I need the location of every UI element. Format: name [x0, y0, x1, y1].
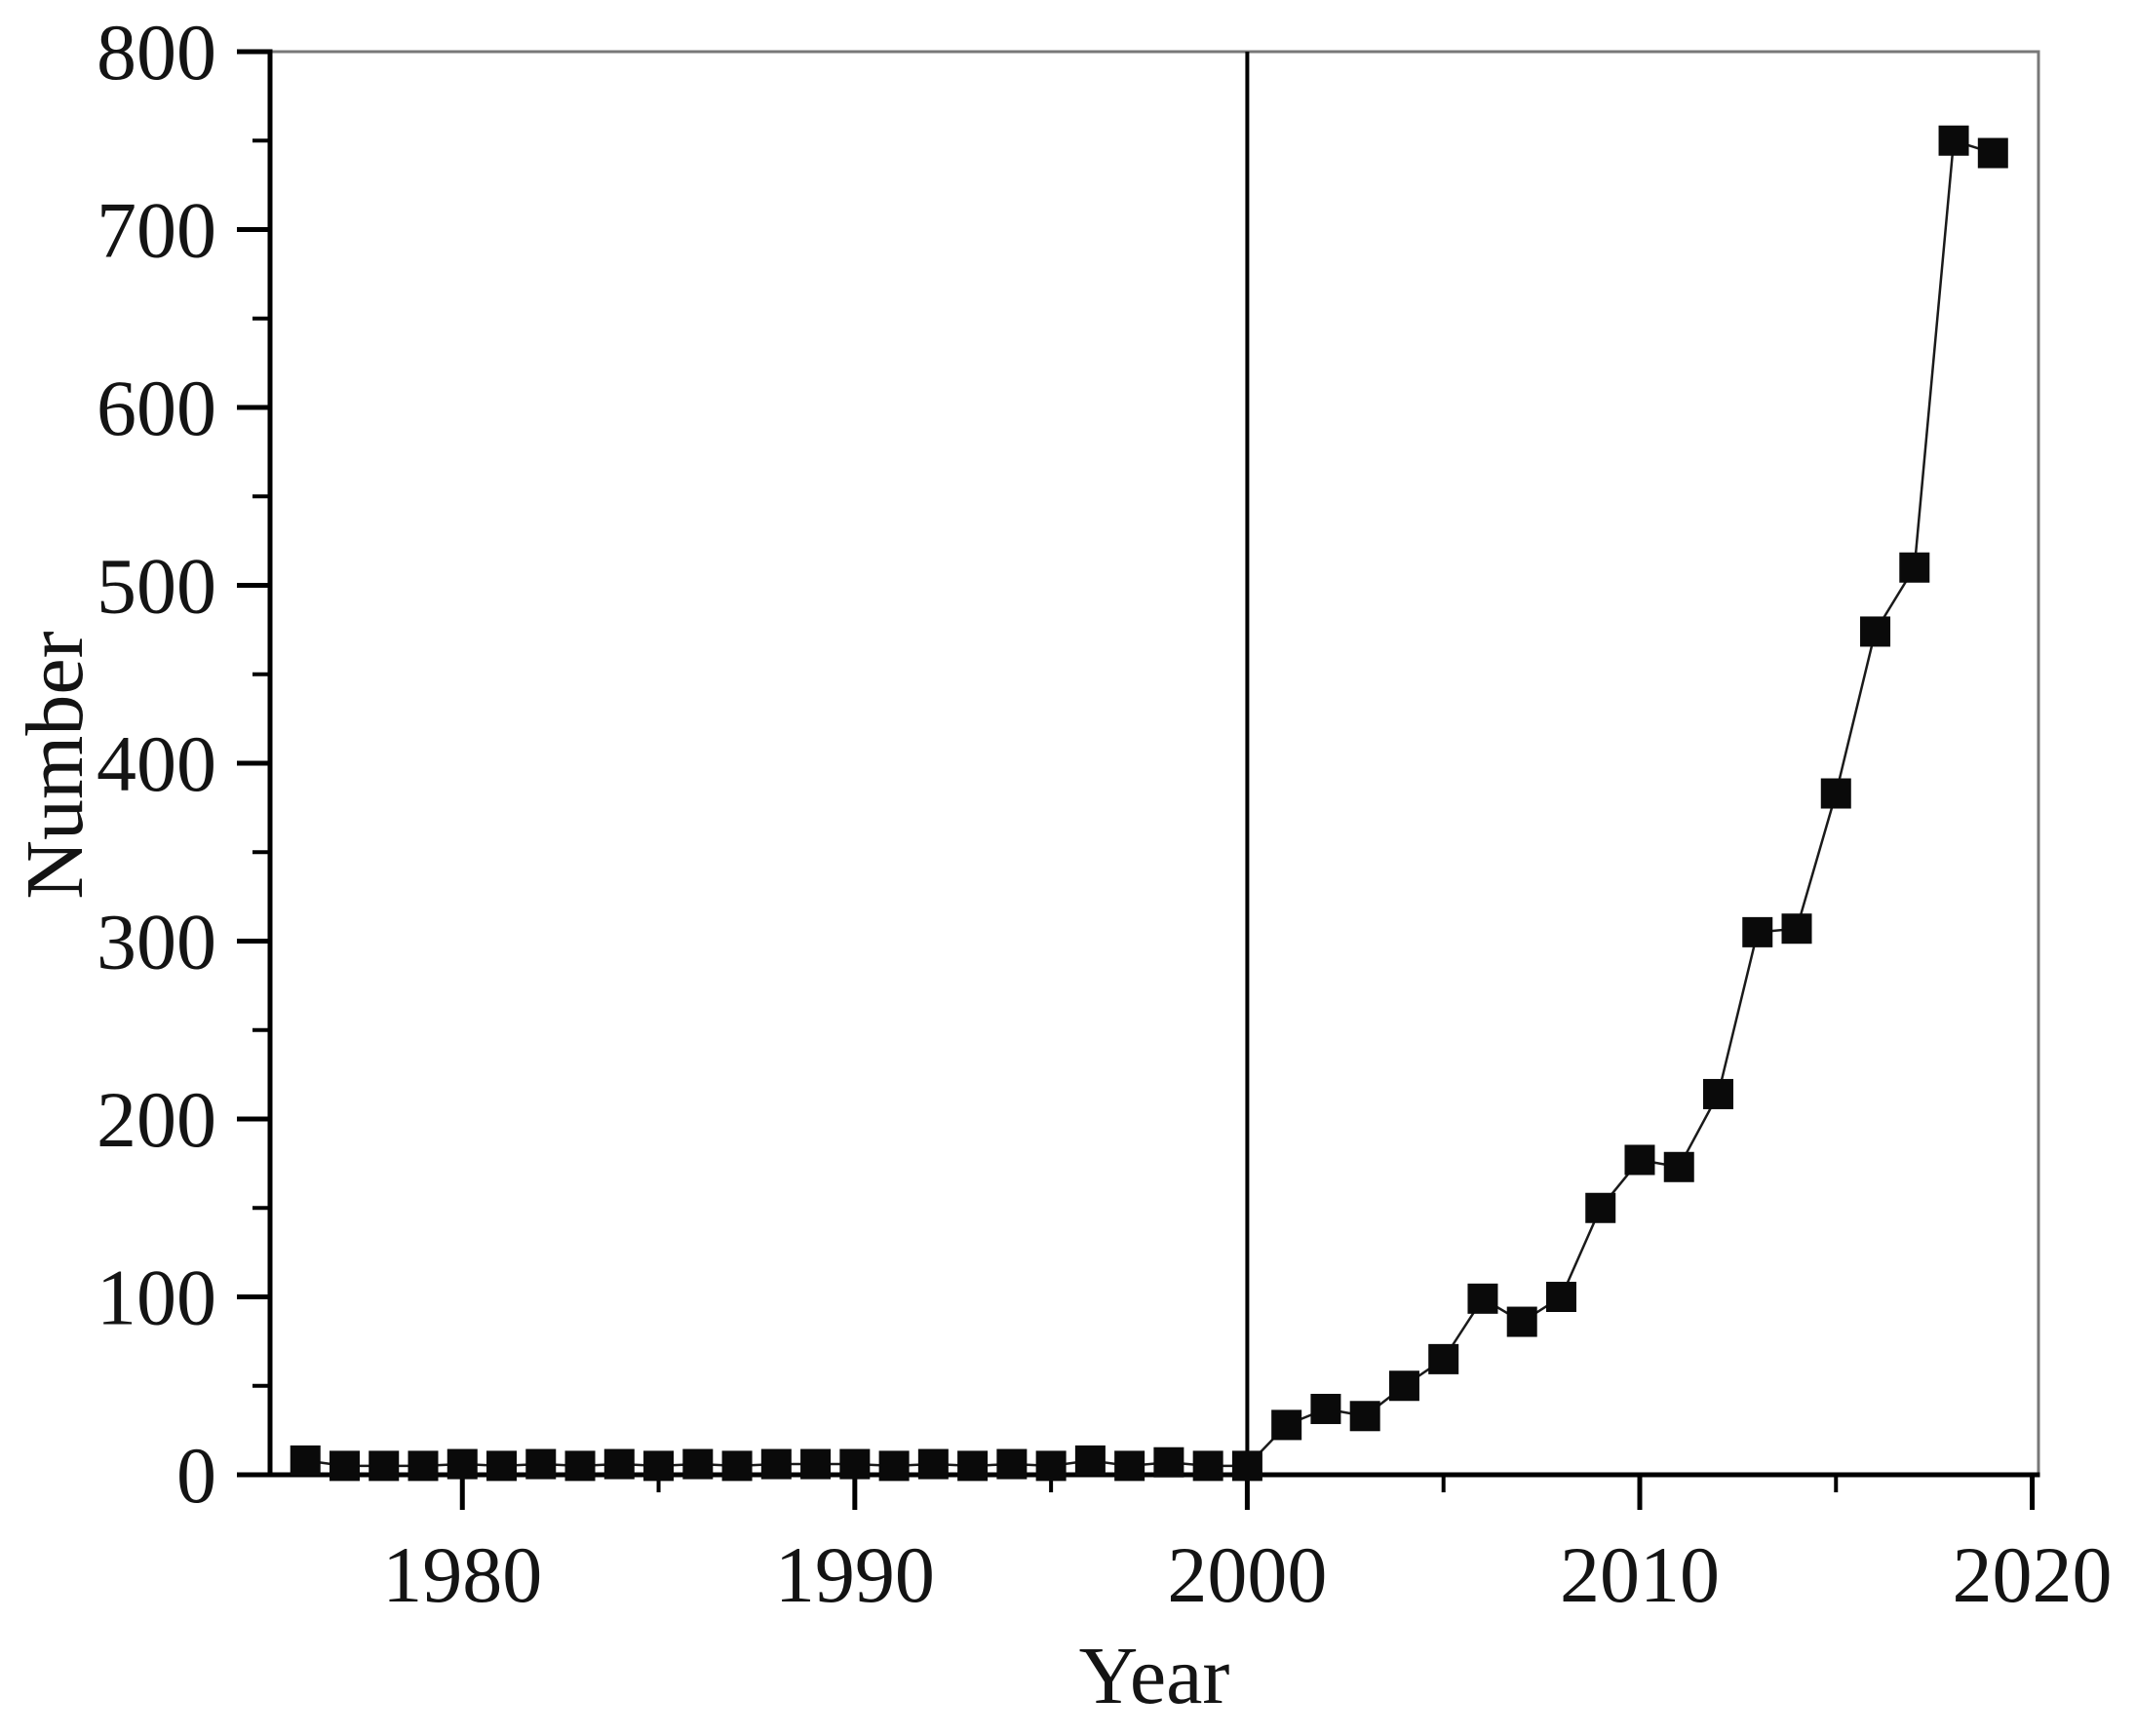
data-point-1988 — [760, 1448, 792, 1480]
data-point-1996 — [1074, 1445, 1106, 1476]
data-point-1992 — [917, 1448, 949, 1480]
y-tick-label-200: 200 — [97, 1075, 216, 1164]
x-tick-label-2010: 2010 — [1560, 1530, 1720, 1619]
data-point-2000 — [1231, 1450, 1262, 1482]
data-point-1994 — [996, 1448, 1028, 1480]
data-point-2007 — [1506, 1306, 1537, 1337]
data-point-2012 — [1702, 1078, 1733, 1109]
data-point-1983 — [564, 1450, 596, 1482]
data-point-1993 — [957, 1450, 989, 1482]
data-point-2019 — [1977, 137, 2008, 169]
data-point-1981 — [486, 1450, 518, 1482]
data-point-2018 — [1938, 125, 1969, 156]
y-axis-title: Number — [10, 631, 100, 899]
plot-frame — [267, 49, 2040, 1478]
data-point-2006 — [1467, 1283, 1498, 1314]
data-point-2013 — [1742, 916, 1773, 947]
data-point-2015 — [1820, 778, 1851, 809]
data-point-2010 — [1624, 1144, 1655, 1176]
data-point-2008 — [1545, 1282, 1576, 1312]
data-series — [290, 52, 2008, 1482]
data-point-1976 — [290, 1445, 321, 1476]
data-point-1998 — [1153, 1447, 1184, 1478]
data-point-2001 — [1271, 1409, 1302, 1441]
data-point-2017 — [1899, 552, 1930, 583]
data-point-1982 — [525, 1448, 557, 1480]
data-point-2016 — [1860, 616, 1891, 647]
data-point-1987 — [721, 1450, 753, 1482]
data-point-1991 — [878, 1450, 910, 1482]
data-point-2011 — [1663, 1151, 1694, 1182]
x-tick-label-2020: 2020 — [1953, 1530, 2113, 1619]
data-point-1990 — [839, 1448, 871, 1480]
data-point-1977 — [329, 1450, 360, 1482]
x-tick-label-1980: 1980 — [382, 1530, 542, 1619]
y-tick-label-0: 0 — [176, 1431, 216, 1520]
y-tick-label-600: 600 — [97, 364, 216, 452]
y-tick-label-500: 500 — [97, 542, 216, 631]
data-point-1989 — [800, 1448, 832, 1480]
x-tick-label-1990: 1990 — [775, 1530, 935, 1619]
data-point-1999 — [1192, 1450, 1223, 1482]
y-tick-label-700: 700 — [97, 186, 216, 275]
data-point-1997 — [1114, 1450, 1145, 1482]
data-point-2005 — [1428, 1343, 1459, 1374]
data-point-2004 — [1388, 1370, 1419, 1402]
data-point-2003 — [1349, 1401, 1380, 1432]
data-point-2002 — [1310, 1393, 1341, 1424]
data-line — [305, 138, 1994, 1468]
data-point-1979 — [408, 1450, 439, 1482]
x-axis-title: Year — [1079, 1631, 1230, 1721]
y-tick-label-100: 100 — [97, 1254, 216, 1342]
data-point-1995 — [1035, 1450, 1067, 1482]
data-point-1986 — [682, 1448, 714, 1480]
data-point-1978 — [369, 1450, 400, 1482]
y-tick-label-300: 300 — [97, 898, 216, 986]
data-point-1984 — [603, 1448, 635, 1480]
tick-labels: 0 100 200 300 400 500 600 700 800 1980 1990 2000 201… — [97, 8, 2113, 1619]
data-point-2014 — [1781, 913, 1812, 945]
axis-ticks — [237, 49, 2036, 1510]
y-tick-label-400: 400 — [97, 719, 216, 808]
y-tick-label-800: 800 — [97, 8, 216, 96]
data-point-2009 — [1585, 1192, 1616, 1223]
data-point-1980 — [446, 1448, 478, 1480]
x-tick-label-2000: 2000 — [1167, 1530, 1327, 1619]
data-point-1985 — [643, 1450, 675, 1482]
